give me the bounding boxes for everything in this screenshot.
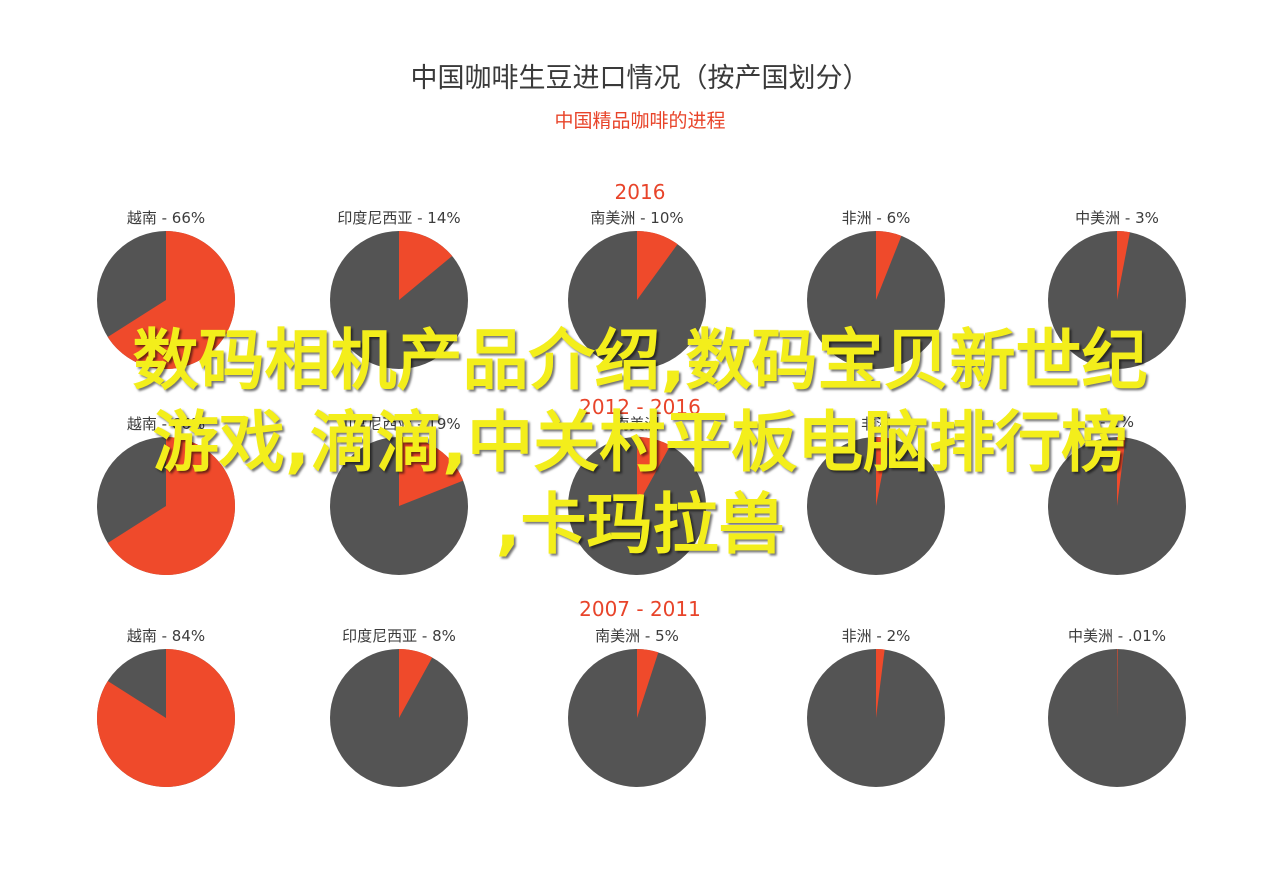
pie-label: 非洲 - 2%	[841, 627, 911, 645]
pie-slice	[876, 649, 885, 718]
pie-slice	[399, 231, 453, 300]
pie-slice	[637, 436, 671, 506]
pie-label: - 2%	[1100, 413, 1134, 431]
pie-slice	[1117, 648, 1118, 718]
pie-slice	[107, 231, 235, 369]
group-label: 2012 - 2016	[579, 395, 701, 419]
pie-slice	[876, 437, 889, 506]
overlay-line-2: 游戏,滴滴,中关村平板电脑排行榜	[152, 404, 1128, 481]
pie-slice	[876, 231, 902, 300]
pie-label: 印度尼西亚 - 8%	[342, 627, 456, 645]
pie-slice	[96, 649, 235, 787]
overlay-watermark-text: 数码相机产品介绍,数码宝贝新世纪 游戏,滴滴,中关村平板电脑排行榜 ,卡玛拉兽	[0, 320, 1280, 566]
chart-title: 中国咖啡生豆进口情况（按产国划分）	[410, 63, 870, 94]
pie-label: 越南 - 84%	[126, 627, 206, 645]
group-label: 2016	[614, 180, 666, 204]
pie-slice	[399, 649, 433, 718]
group-label: 2007 - 2011	[579, 597, 701, 621]
pie-slice	[107, 437, 235, 575]
pie-label: 印度尼西亚 - 19%	[337, 415, 461, 433]
pie-label: 中美洲 - 3%	[1075, 209, 1159, 227]
pie-slice	[399, 437, 464, 506]
pie-label: 非洲 - 6%	[841, 209, 911, 227]
pie-label: 南美洲	[614, 415, 660, 433]
overlay-line-3: ,卡玛拉兽	[495, 486, 785, 563]
pie-label: 越南 - 66%	[126, 209, 206, 227]
overlay-line-1: 数码相机产品介绍,数码宝贝新世纪	[132, 322, 1148, 399]
pie-slice	[637, 649, 659, 718]
pie-slice	[1117, 436, 1126, 506]
pie-label: 印度尼西亚 - 14%	[337, 209, 461, 227]
pie-label: 南美洲 - 10%	[590, 209, 684, 227]
pie-slice	[637, 231, 678, 300]
pie-label: 中美洲 - .01%	[1067, 627, 1167, 645]
pie-label: 越南 - 66%	[126, 415, 206, 433]
pie-label: 南美洲 - 5%	[595, 627, 679, 645]
pie-slice	[1117, 231, 1130, 300]
chart-subtitle: 中国精品咖啡的进程	[554, 110, 726, 132]
pie-label: 非洲	[860, 415, 891, 433]
